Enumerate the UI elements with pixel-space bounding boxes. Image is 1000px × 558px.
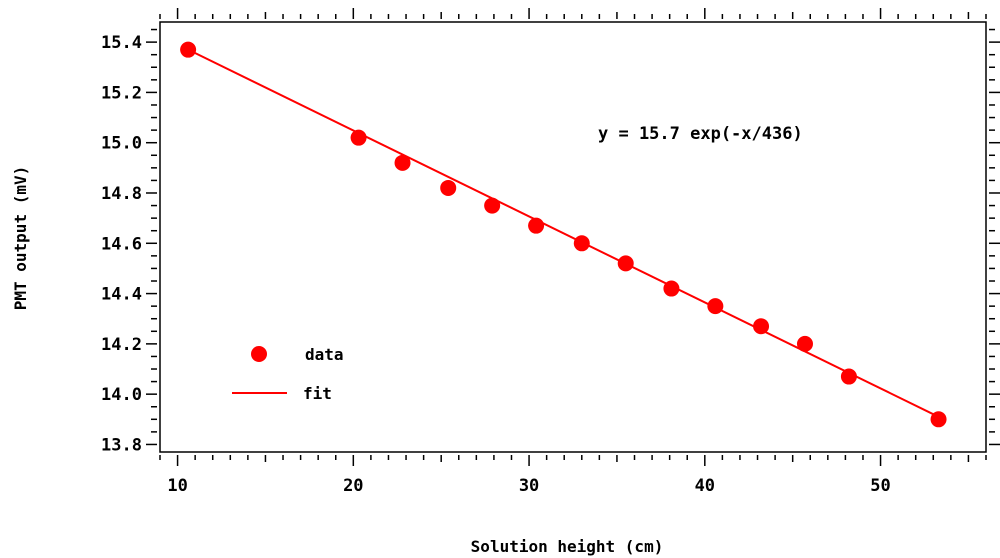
data-point [440,179,457,196]
y-tick-label: 15.4 [101,33,142,53]
data-point [840,368,857,385]
x-tick-label: 30 [519,476,539,496]
fit-line [187,48,939,418]
data-series [180,41,947,428]
x-tick-label: 40 [695,476,715,496]
plot-frame [159,21,987,453]
y-tick-label: 14.0 [101,385,142,405]
x-tick-label: 10 [167,476,187,496]
y-tick-label: 15.0 [101,134,142,154]
data-point [796,335,813,352]
x-axis-label: Solution height (cm) [471,537,664,556]
data-point [394,154,411,171]
data-point [707,298,724,315]
data-point [350,129,367,146]
x-tick-label: 50 [870,476,890,496]
axis-ticks [146,8,1000,466]
data-point [617,255,634,272]
x-tick-label: 20 [343,476,363,496]
legend: data fit [232,345,344,403]
fit-equation: y = 15.7 exp(-x/436) [598,124,803,144]
data-point [663,280,680,297]
data-point [753,318,770,335]
data-point [573,235,590,252]
y-axis-label: PMT output (mV) [11,166,30,311]
y-tick-label: 14.2 [101,335,142,355]
fit-series [187,48,939,418]
y-tick-label: 15.2 [101,83,142,103]
y-tick-label: 14.8 [101,184,142,204]
data-point [930,411,947,428]
legend-label-data: data [305,345,344,364]
legend-marker-data [251,346,267,362]
legend-label-fit: fit [303,384,332,403]
data-point [528,217,545,234]
y-tick-labels: 13.8 14.0 14.2 14.4 14.6 14.8 15.0 15.2 15.4 [101,33,142,455]
y-tick-label: 13.8 [101,435,142,455]
data-point [180,41,197,58]
y-tick-label: 14.6 [101,234,142,254]
data-point [484,197,501,214]
x-tick-labels: 10 20 30 40 50 [167,476,890,496]
y-tick-label: 14.4 [101,285,142,305]
